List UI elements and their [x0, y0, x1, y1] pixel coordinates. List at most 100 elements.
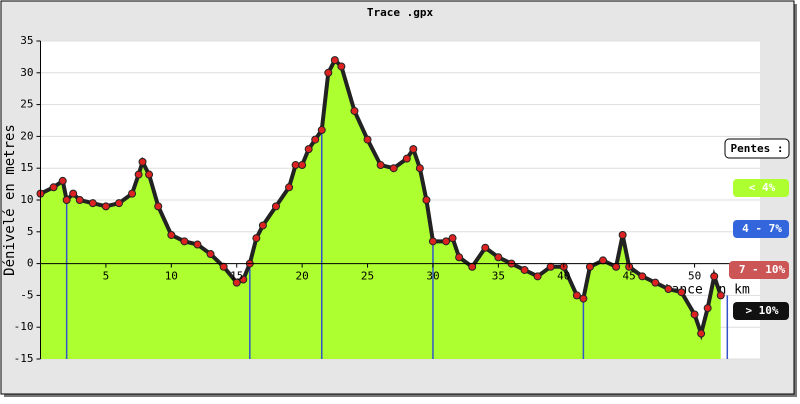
chart-title: Trace .gpx [367, 6, 434, 19]
elevation-point [258, 221, 267, 230]
elevation-area [40, 60, 721, 359]
y-tick-label: 5 [27, 225, 34, 238]
elevation-point [710, 272, 719, 281]
elevation-point [422, 196, 431, 204]
elevation-point [114, 199, 123, 208]
elevation-point [389, 164, 398, 173]
elevation-point [579, 294, 588, 303]
elevation-point [167, 230, 176, 239]
elevation-point [134, 170, 143, 179]
elevation-point [402, 154, 411, 163]
y-tick-label: 30 [20, 66, 33, 79]
elevation-point [481, 243, 490, 252]
x-tick-label: 40 [557, 270, 570, 283]
y-tick-label: 25 [20, 98, 33, 111]
elevation-point [317, 126, 326, 135]
x-tick-label: 15 [230, 270, 243, 283]
elevation-point [448, 234, 457, 243]
elevation-point [337, 62, 346, 71]
elevation-point [304, 145, 313, 154]
elevation-point [49, 183, 58, 192]
x-tick-label: 25 [361, 270, 374, 283]
elevation-point [572, 291, 581, 300]
elevation-point [494, 253, 503, 262]
elevation-point [409, 145, 418, 154]
elevation-point [677, 288, 686, 297]
elevation-point [599, 256, 608, 265]
elevation-point [690, 310, 699, 319]
legend-swatch [733, 220, 789, 238]
elevation-point [145, 170, 154, 179]
x-tick-label: 45 [623, 270, 636, 283]
elevation-point [428, 237, 437, 246]
elevation-point [612, 262, 621, 271]
legend-label: > 10% [745, 304, 778, 317]
elevation-point [415, 164, 424, 173]
x-tick-label: 35 [492, 270, 505, 283]
elevation-point [585, 262, 594, 271]
elevation-point [58, 176, 67, 185]
elevation-point [533, 272, 542, 281]
y-tick-label: 15 [20, 161, 33, 174]
legend-swatch [733, 179, 789, 197]
x-tick-label: 10 [165, 270, 178, 283]
y-tick-label: 35 [20, 34, 33, 47]
elevation-point [193, 240, 202, 249]
elevation-point [62, 196, 71, 204]
elevation-point [363, 135, 372, 144]
legend-swatch [733, 302, 789, 320]
x-tick-label: 50 [688, 270, 701, 283]
elevation-point [468, 262, 477, 271]
elevation-point [311, 135, 320, 144]
legend-swatch [729, 261, 789, 279]
elevation-point [520, 265, 529, 274]
elevation-point [442, 237, 451, 246]
y-tick-label: -5 [20, 288, 33, 301]
elevation-point [206, 250, 215, 259]
legend-label: < 4% [749, 181, 776, 194]
elevation-point [271, 202, 280, 211]
elevation-point [350, 106, 359, 115]
elevation-point [101, 202, 110, 211]
elevation-point [330, 56, 339, 65]
elevation-point [664, 285, 673, 294]
y-tick-label: 10 [20, 193, 33, 206]
x-tick-label: 20 [296, 270, 309, 283]
y-tick-label: -15 [14, 352, 34, 365]
elevation-point [376, 161, 385, 170]
elevation-point [252, 234, 261, 243]
elevation-point [703, 304, 712, 313]
elevation-point [69, 189, 78, 198]
legend-title-box [724, 138, 790, 159]
elevation-point [716, 291, 725, 300]
y-tick-label: 20 [20, 129, 33, 142]
elevation-point [697, 329, 706, 338]
elevation-point [291, 161, 300, 170]
x-tick-label: 5 [103, 270, 110, 283]
legend-label: 7 - 10% [739, 263, 786, 276]
elevation-point [128, 189, 137, 198]
y-axis-label: Dénivelé en metres [2, 124, 18, 276]
elevation-point [75, 196, 84, 204]
elevation-point [154, 202, 163, 211]
elevation-point [298, 161, 307, 170]
y-tick-label: 0 [27, 257, 34, 270]
elevation-point [324, 68, 333, 77]
elevation-point [239, 275, 248, 284]
elevation-point [285, 183, 294, 192]
elevation-point [455, 253, 464, 262]
elevation-point [219, 262, 228, 271]
elevation-point [138, 157, 147, 166]
elevation-point [638, 272, 647, 281]
elevation-point [88, 199, 97, 208]
elevation-point [180, 237, 189, 246]
legend-title: Pentes : [731, 142, 784, 155]
legend-label: 4 - 7% [742, 222, 782, 235]
elevation-point [232, 278, 241, 287]
y-tick-label: -10 [14, 320, 34, 333]
elevation-point [651, 278, 660, 287]
x-tick-label: 30 [426, 270, 439, 283]
elevation-point [618, 230, 627, 239]
elevation-point [546, 262, 555, 271]
